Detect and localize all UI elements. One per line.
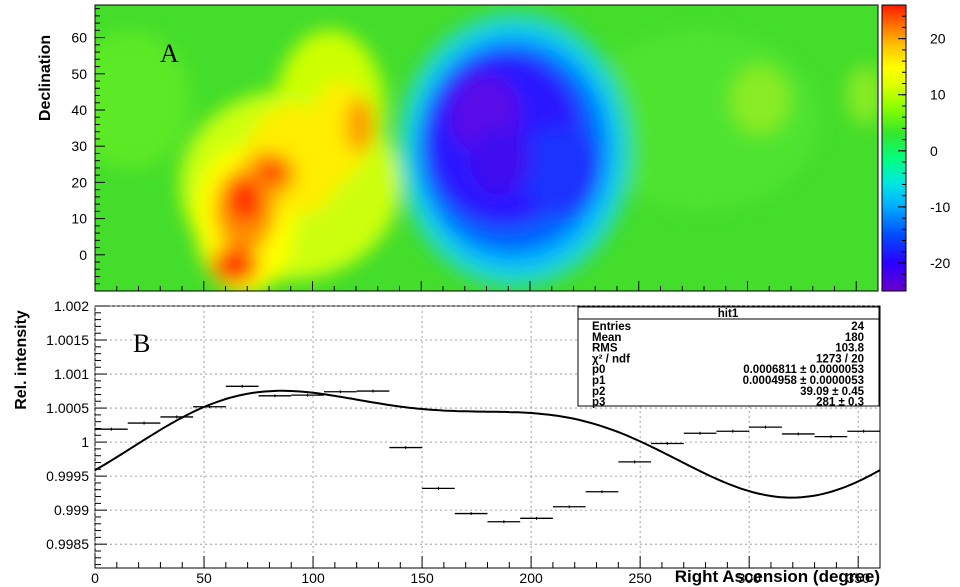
y-tick-label: 1.0005 [46,400,89,416]
y-tick-label: 0.9995 [46,468,89,484]
profile-y-axis: 0.9985 0.999 0.9995 1 1.0005 1.001 1.0015 1.002 [46,298,107,566]
stats-row-label: p1 [592,375,606,387]
colorbar-tick-label: -10 [930,199,950,215]
fit-curve [94,389,881,499]
profile-y-axis-title: Rel. intensity [13,310,30,410]
stats-row-value: 0.0004958 ± 0.0000053 [743,375,864,387]
x-tick-label: 300 [737,570,761,586]
stats-row-label: Entries [592,321,631,333]
stats-row-value: 281 ± 0.3 [816,397,864,409]
panel-b-profile: 0 50 100 150 200 250 300 350 0.9985 0.999 0.9995 1… [13,298,881,586]
map-y-tick-label: 30 [71,138,87,154]
stats-row-value: 24 [851,321,864,333]
panel-a-label: A [160,39,179,68]
x-tick-label: 50 [196,570,212,586]
stats-row-value: 103.8 [835,343,864,355]
panel-b-label: B [133,329,150,358]
colorbar-ticks: 20 10 0 -10 -20 [898,4,950,286]
y-tick-label: 1.0015 [46,332,89,348]
profile-grid [94,305,880,568]
heatmap-area [95,5,878,291]
colorbar-tick-label: 20 [930,31,946,47]
x-tick-label: 250 [628,570,652,586]
stats-row-label: p0 [592,364,605,376]
map-y-tick-label: 40 [71,102,87,118]
colorbar-tick-label: 0 [930,143,938,159]
x-tick-label: 200 [519,570,543,586]
y-tick-label: 0.999 [54,502,89,518]
stats-row-label: p3 [592,397,605,409]
x-tick-label: 0 [91,570,99,586]
stats-box-title: hit1 [718,308,739,320]
stats-rows: Entries 24 Mean 180 RMS 103.8 χ² / ndf 1273 / 2… [592,321,865,409]
map-y-axis-title: Declination [37,35,54,121]
map-y-tick-label: 60 [71,30,87,46]
colorbar: 20 10 0 -10 -20 [881,4,950,292]
map-y-tick-label: 10 [71,211,87,227]
profile-data-points [95,384,880,524]
colorbar-tick-label: 10 [930,87,946,103]
map-y-tick-label: 50 [71,66,87,82]
y-tick-label: 1.002 [54,298,89,314]
profile-x-axis-title: Right Ascension (degree) [675,567,880,586]
stats-row-label: RMS [592,343,618,355]
stats-row-label: p2 [592,386,605,398]
x-tick-label: 350 [847,570,871,586]
stats-row-label: Mean [592,332,621,344]
y-tick-label: 1 [81,434,89,450]
y-tick-label: 1.001 [54,366,89,382]
y-tick-label: 0.9985 [46,536,89,552]
stats-row-value: 180 [845,332,864,344]
stats-row-value: 0.0006811 ± 0.0000053 [743,364,864,376]
panel-a-skymap: 0 10 20 30 40 50 60 A Declination 20 10 0 -10 -20 [37,4,950,292]
x-tick-label: 150 [410,570,434,586]
stats-box: hit1 Entries 24 Mean 180 RMS 103.8 χ² / ndf 127… [577,306,880,409]
map-y-axis: 0 10 20 30 40 50 60 [71,8,879,291]
stats-row-label: χ² / ndf [592,353,630,365]
colorbar-tick-label: -20 [930,255,950,271]
stats-row-value: 1273 / 20 [816,353,864,365]
map-y-tick-label: 20 [71,174,87,190]
map-y-tick-label: 0 [79,247,87,263]
colorbar-strip [881,4,907,292]
stats-box-frame [577,306,880,407]
stats-row-value: 39.09 ± 0.45 [800,386,864,398]
x-tick-label: 100 [301,570,325,586]
heatmap-blobs [95,12,878,291]
